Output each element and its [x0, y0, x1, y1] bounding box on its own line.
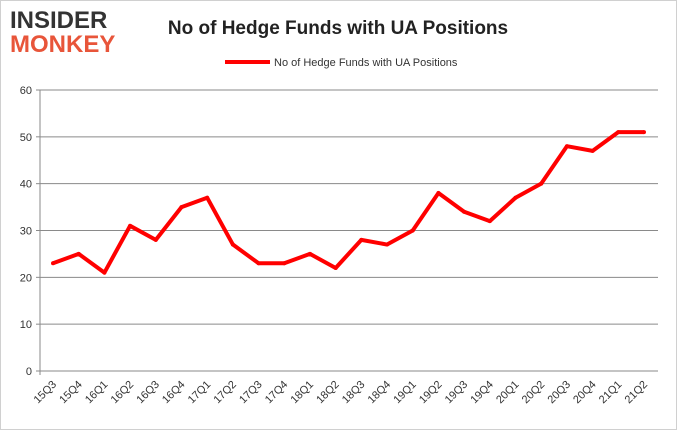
data-point [230, 242, 235, 247]
data-point [128, 223, 133, 228]
data-point [76, 251, 81, 256]
legend-label: No of Hedge Funds with UA Positions [274, 57, 458, 69]
y-tick-label: 30 [20, 226, 32, 238]
y-tick-label: 20 [20, 272, 32, 284]
data-point [410, 228, 415, 233]
data-point [153, 237, 158, 242]
data-point [513, 195, 518, 200]
data-point [487, 219, 492, 224]
data-point [205, 195, 210, 200]
data-point [307, 251, 312, 256]
data-point [642, 130, 646, 135]
logo-line2: MONKEY [10, 31, 115, 58]
data-point [590, 148, 595, 153]
data-point [359, 237, 364, 242]
y-tick-label: 0 [26, 366, 32, 378]
series-line [52, 130, 644, 275]
y-tick-label: 40 [20, 179, 32, 191]
data-point [539, 181, 544, 186]
y-tick-label: 50 [20, 132, 32, 144]
y-tick-label: 10 [20, 319, 32, 331]
data-point [256, 261, 261, 266]
data-point [102, 270, 107, 275]
y-tick-label: 60 [20, 85, 32, 97]
data-point [51, 261, 55, 266]
chart-title: No of Hedge Funds with UA Positions [168, 18, 508, 39]
data-point [179, 205, 184, 210]
data-point [462, 209, 467, 214]
data-point [616, 130, 621, 135]
data-point [436, 191, 441, 196]
data-point [333, 265, 338, 270]
data-point [564, 144, 569, 149]
logo: INSIDER MONKEY [10, 7, 115, 58]
data-point [385, 242, 390, 247]
legend: No of Hedge Funds with UA Positions [225, 57, 458, 69]
data-point [282, 261, 287, 266]
logo-line1: INSIDER [10, 7, 107, 34]
